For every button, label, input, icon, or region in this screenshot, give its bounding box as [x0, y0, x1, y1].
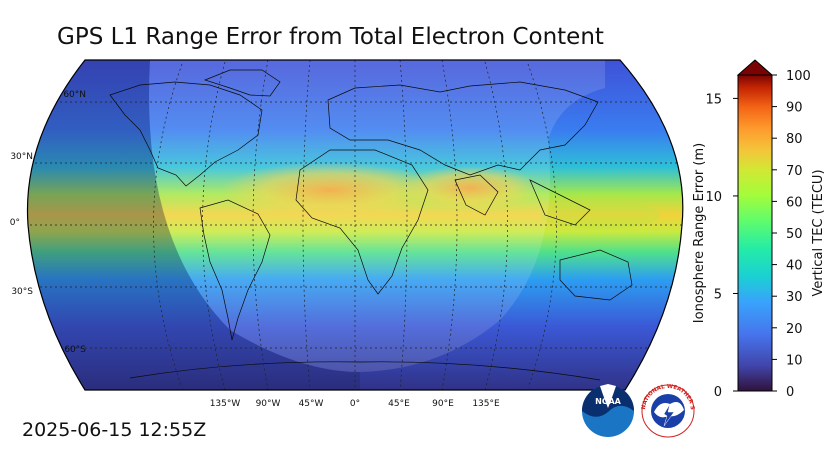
north-america-outline [109, 81, 263, 187]
colorbar-extend-arrow [736, 59, 774, 76]
right-tick-label: 70 [786, 164, 803, 179]
colorbar: 0 10 20 30 40 50 60 70 80 90 100 0 5 10 15 Ionosphere… [692, 59, 826, 400]
lon-label-0: 0° [350, 399, 360, 409]
right-tick-label: 90 [786, 101, 803, 116]
lat-label-60n: 60°N [63, 90, 86, 100]
noaa-logo-text: NOAA [595, 397, 621, 406]
lon-label-45e: 45°E [388, 399, 410, 409]
eurasia-outline [327, 81, 599, 176]
right-tick-label: 20 [786, 322, 803, 337]
right-tick-label: 60 [786, 195, 803, 210]
lat-label-30s: 30°S [11, 287, 33, 297]
night-side-west [27, 60, 360, 390]
lat-label-30n: 30°N [10, 152, 33, 162]
lat-label-0: 0° [10, 218, 20, 228]
lon-label-90w: 90°W [256, 399, 281, 409]
right-tick-label: 50 [786, 227, 803, 242]
left-tick-label: 15 [705, 92, 722, 107]
right-tick-label: 100 [786, 69, 811, 84]
antarctica-outline [129, 361, 601, 381]
right-tick-label: 30 [786, 290, 803, 305]
longitude-labels: 135°W 90°W 45°W 0° 45°E 90°E 135°E [210, 399, 500, 409]
lat-label-60s: 60°S [64, 345, 86, 355]
chart-title: GPS L1 Range Error from Total Electron C… [57, 24, 604, 50]
tec-hotspot-africa [220, 162, 440, 218]
left-axis-label: Ionosphere Range Error (m) [692, 143, 707, 323]
tec-band-pacific [540, 201, 660, 229]
globe-border [26, 59, 684, 391]
colorbar-gradient [738, 75, 772, 391]
sunlit-hemisphere-overlay [149, 60, 605, 372]
right-tick-label: 0 [786, 385, 794, 400]
coastlines [109, 69, 633, 381]
left-tick-label: 0 [714, 385, 722, 400]
right-tick-label: 40 [786, 259, 803, 274]
lon-label-45w: 45°W [299, 399, 324, 409]
gridlines [27, 60, 683, 390]
timestamp: 2025-06-15 12:55Z [22, 419, 207, 441]
tec-hotspot-arabia [400, 166, 540, 210]
greenland-outline [203, 69, 281, 97]
lon-label-135w: 135°W [210, 399, 241, 409]
australia-outline [559, 249, 633, 301]
world-map [26, 59, 684, 391]
south-america-outline [199, 199, 271, 341]
lon-label-90e: 90°E [432, 399, 454, 409]
india-outline [454, 174, 499, 216]
colorbar-left-ticks: 0 5 10 15 [705, 92, 738, 400]
right-tick-label: 80 [786, 132, 803, 147]
colorbar-right-ticks: 0 10 20 30 40 50 60 70 80 90 100 [772, 69, 811, 400]
latitude-labels: 60°N 30°N 0° 30°S 60°S [10, 90, 87, 355]
africa-outline [295, 149, 429, 295]
left-tick-label: 10 [705, 190, 722, 205]
lon-label-135e: 135°E [472, 399, 500, 409]
noaa-logo: NOAA [582, 384, 634, 437]
right-tick-label: 10 [786, 353, 803, 368]
right-axis-label: Vertical TEC (TECU) [811, 169, 826, 296]
left-tick-label: 5 [714, 287, 722, 302]
